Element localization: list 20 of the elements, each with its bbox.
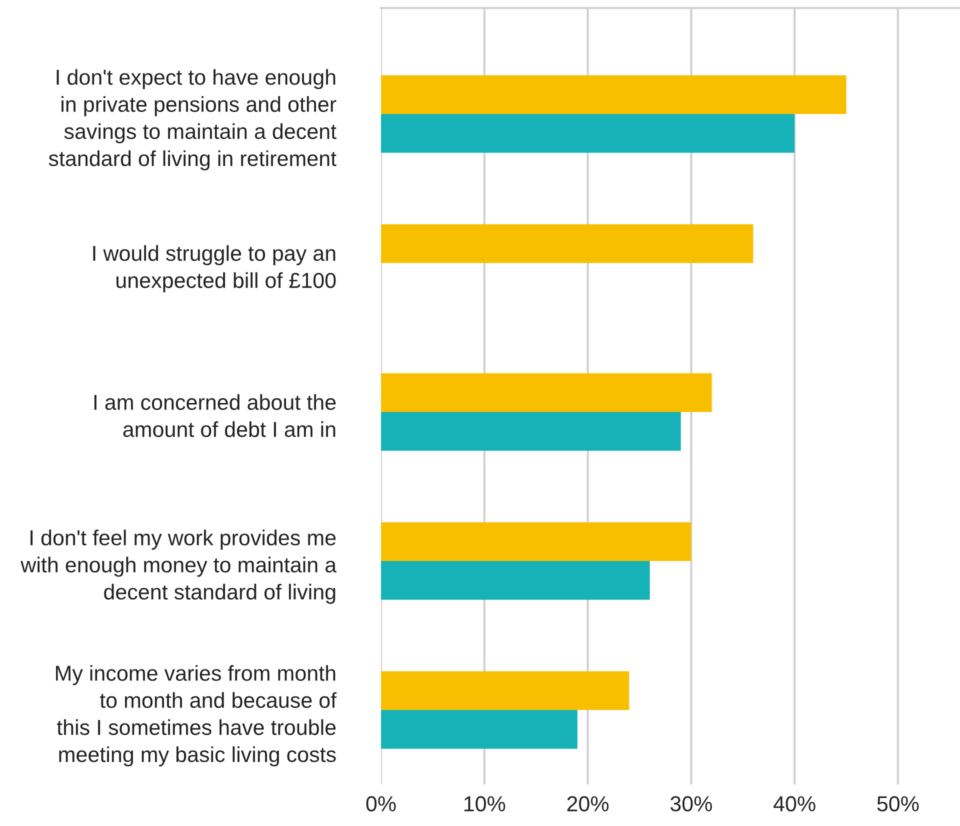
- y-tick-label: I don't feel my work provides me with enough money to maintain a decent standard of living: [20, 530, 337, 604]
- bar: [381, 671, 630, 710]
- bar: [381, 224, 754, 263]
- bar: [381, 561, 650, 600]
- bar: [381, 373, 712, 412]
- x-tick-label: 30%: [670, 796, 712, 812]
- y-tick-label: My income varies from month to month and because of this I sometimes have trouble meeting my basic living costs: [56, 665, 337, 766]
- x-tick-label: 20%: [567, 796, 609, 812]
- bar: [381, 75, 846, 114]
- y-tick-label: I am concerned about the amount of debt I am in: [94, 394, 336, 438]
- bar: [381, 412, 681, 451]
- x-tick-label: 50%: [877, 796, 919, 812]
- x-tick-label: 40%: [774, 796, 816, 812]
- y-tick-label: I don't expect to have enough in private pensions and other savings to maintain a decent standard of living in retirement: [48, 69, 336, 170]
- bar: [381, 114, 795, 153]
- x-tick-label: 0%: [366, 796, 396, 812]
- bar: [381, 522, 692, 561]
- x-tick-label: 10%: [464, 796, 506, 812]
- bar: [381, 710, 578, 749]
- y-tick-label: I would struggle to pay an unexpected bill of £100: [93, 245, 336, 292]
